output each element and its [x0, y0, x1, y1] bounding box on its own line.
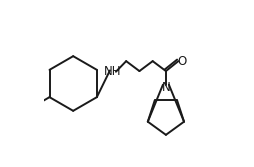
Text: O: O [177, 55, 187, 68]
Text: N: N [162, 81, 170, 94]
Text: NH: NH [104, 65, 122, 78]
